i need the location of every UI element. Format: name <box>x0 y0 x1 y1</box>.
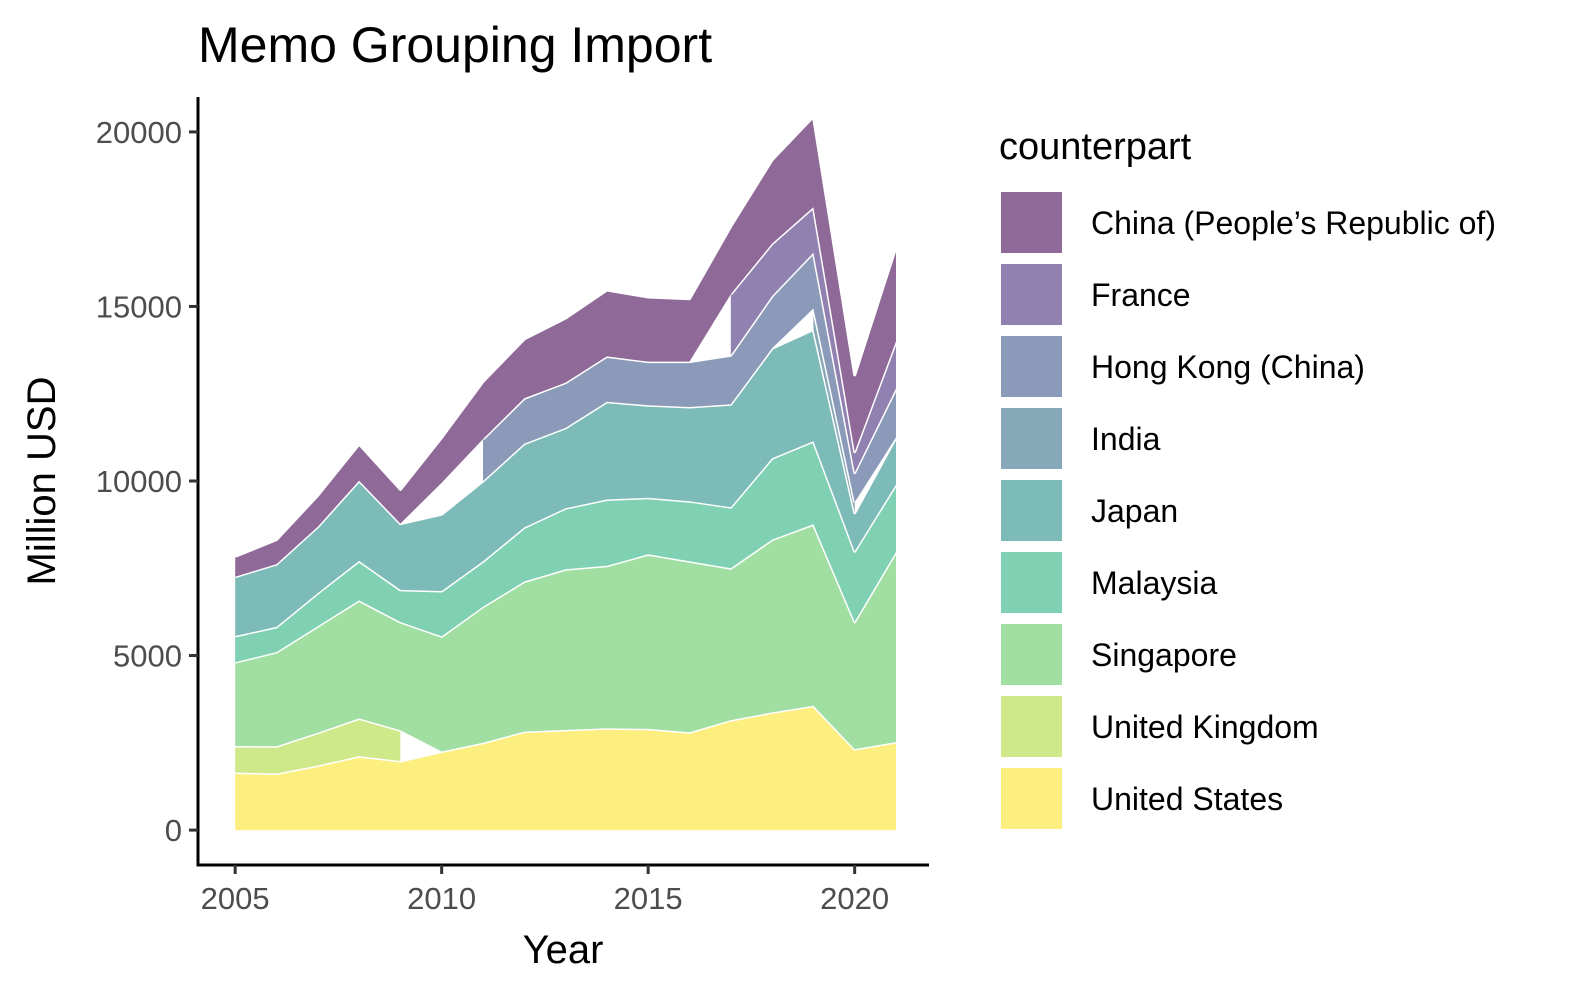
legend-label-united-states: United States <box>1091 781 1283 817</box>
legend: China (People’s Republic of) France Hong K… <box>1001 192 1496 829</box>
area-china-people-s-republic-of <box>235 116 896 577</box>
y-tick-label: 5000 <box>113 639 182 674</box>
legend-swatch-france <box>1001 264 1062 325</box>
area-united-kingdom <box>235 718 401 774</box>
legend-label-japan: Japan <box>1091 493 1178 529</box>
legend-label-india: India <box>1091 421 1161 457</box>
legend-swatch-japan <box>1001 480 1062 541</box>
legend-label-hong-kong-china: Hong Kong (China) <box>1091 349 1365 385</box>
legend-swatch-china-people-s-republic-of <box>1001 192 1062 253</box>
legend-swatch-hong-kong-china <box>1001 336 1062 397</box>
y-tick-label: 10000 <box>96 464 182 499</box>
x-tick-label: 2015 <box>614 881 683 916</box>
chart-title: Memo Grouping Import <box>198 17 712 73</box>
legend-title: counterpart <box>999 126 1192 168</box>
x-tick-label: 2020 <box>820 881 889 916</box>
area-japan <box>235 329 896 636</box>
y-tick-label: 0 <box>165 813 182 848</box>
legend-label-china-people-s-republic-of: China (People’s Republic of) <box>1091 205 1496 241</box>
y-tick-label: 15000 <box>96 289 182 324</box>
area-singapore <box>235 524 896 752</box>
boundary-india-1 <box>811 308 857 503</box>
x-tick-label: 2010 <box>407 881 476 916</box>
legend-label-united-kingdom: United Kingdom <box>1091 709 1319 745</box>
legend-swatch-malaysia <box>1001 552 1062 613</box>
legend-swatch-india <box>1001 408 1062 469</box>
y-axis-title: Million USD <box>20 377 64 586</box>
legend-swatch-united-kingdom <box>1001 696 1062 757</box>
area-hong-kong-china <box>483 252 896 503</box>
legend-label-france: France <box>1091 277 1191 313</box>
y-ticks: 0 5000 10000 15000 20000 <box>96 115 198 848</box>
x-axis-title: Year <box>523 928 604 972</box>
legend-label-singapore: Singapore <box>1091 637 1237 673</box>
legend-label-malaysia: Malaysia <box>1091 565 1217 601</box>
area-france <box>730 207 896 473</box>
legend-swatch-united-states <box>1001 768 1062 829</box>
boundary-china-people-s-republic-of <box>234 115 898 558</box>
area-malaysia <box>235 441 896 663</box>
x-ticks: 2005 2010 2015 2020 <box>201 865 889 916</box>
y-tick-label: 20000 <box>96 115 182 150</box>
area-united-states <box>235 705 896 831</box>
x-tick-label: 2005 <box>201 881 270 916</box>
legend-swatch-singapore <box>1001 624 1062 685</box>
stacked-areas <box>234 115 898 831</box>
